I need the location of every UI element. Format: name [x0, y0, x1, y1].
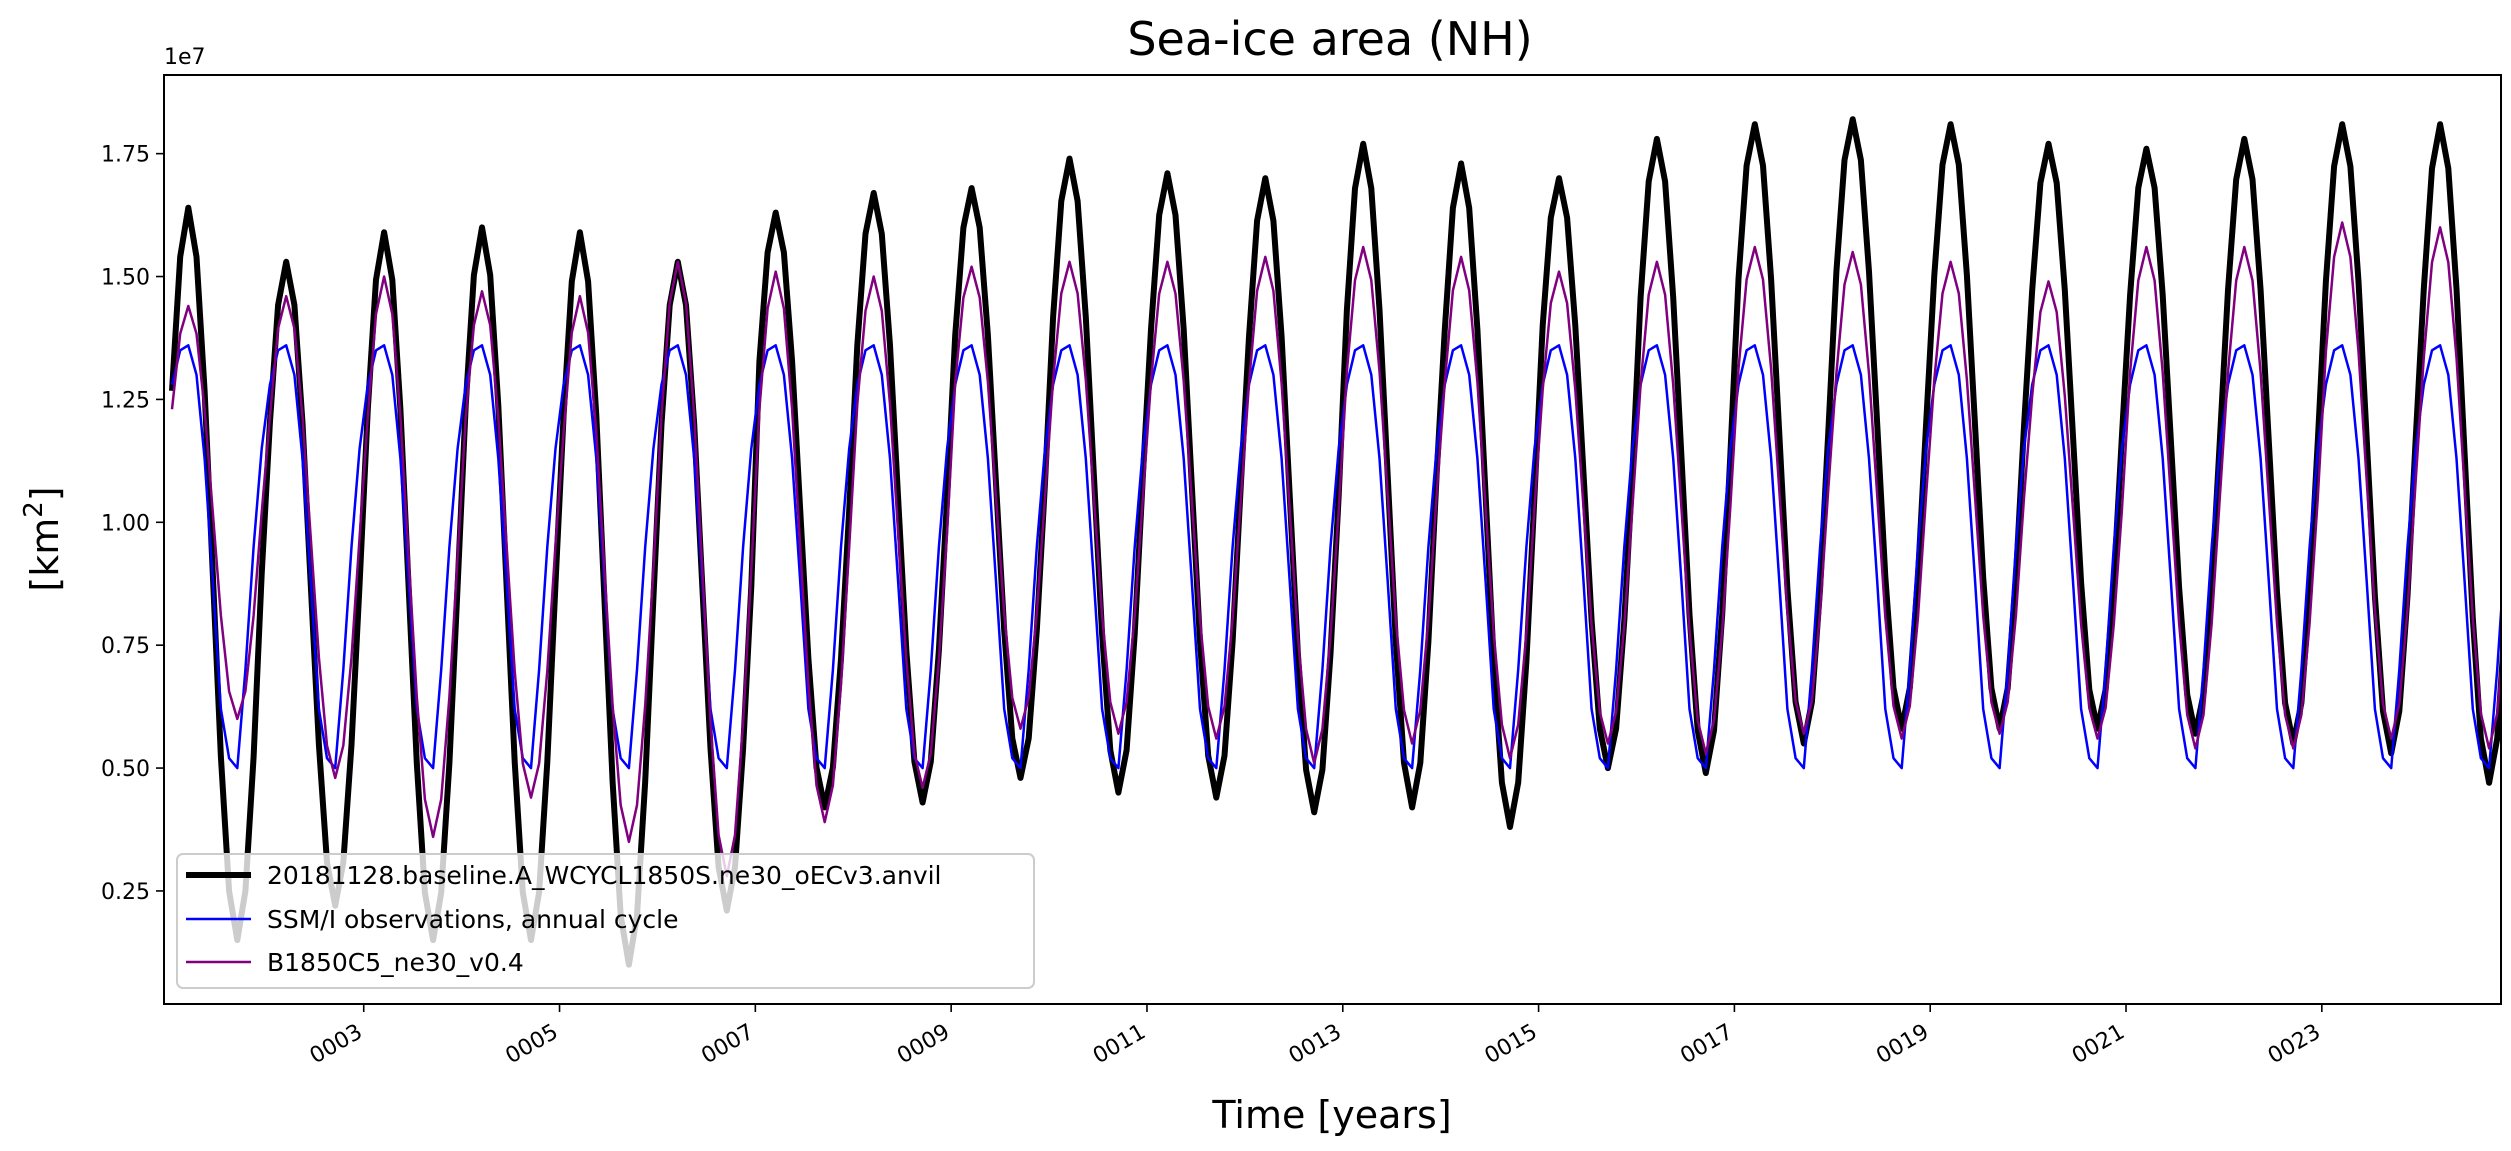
chart-title: Sea-ice area (NH) — [1127, 12, 1532, 66]
series-line-ssmi — [170, 344, 2501, 770]
legend-label-baseline: 20181128.baseline.A_WCYCL1850S.ne30_oECv… — [267, 861, 942, 890]
y-tick-label: 1.75 — [101, 143, 150, 168]
x-axis-label: Time [years] — [1211, 1093, 1451, 1137]
y-tick-label: 1.25 — [101, 388, 150, 413]
plot-area — [169, 116, 2501, 968]
y-tick-label: 1.00 — [101, 511, 150, 536]
series-lines — [169, 116, 2501, 968]
y-axis-label-close: ] — [23, 486, 67, 501]
legend-label-ssmi: SSM/I observations, annual cycle — [267, 905, 679, 934]
y-tick-label: 0.75 — [101, 634, 150, 659]
y-axis-label-text: [km — [23, 518, 67, 592]
legend-label-b1850: B1850C5_ne30_v0.4 — [267, 948, 524, 977]
y-axis-label-superscript: 2 — [19, 501, 49, 518]
y-axis-label: [km2] — [19, 486, 67, 591]
legend-box — [176, 853, 1035, 989]
y-tick-label: 1.50 — [101, 266, 150, 291]
plot-frame — [163, 74, 2502, 1005]
y-offset-label: 1e7 — [164, 45, 206, 70]
legend: 20181128.baseline.A_WCYCL1850S.ne30_oECv… — [176, 853, 1035, 989]
y-tick-label: 0.25 — [101, 880, 150, 905]
y-axis: 0.25 0.50 0.75 1.00 1.25 1.50 1.75 — [101, 143, 164, 905]
series-line-b1850 — [170, 221, 2501, 878]
y-tick-label: 0.50 — [101, 757, 150, 782]
